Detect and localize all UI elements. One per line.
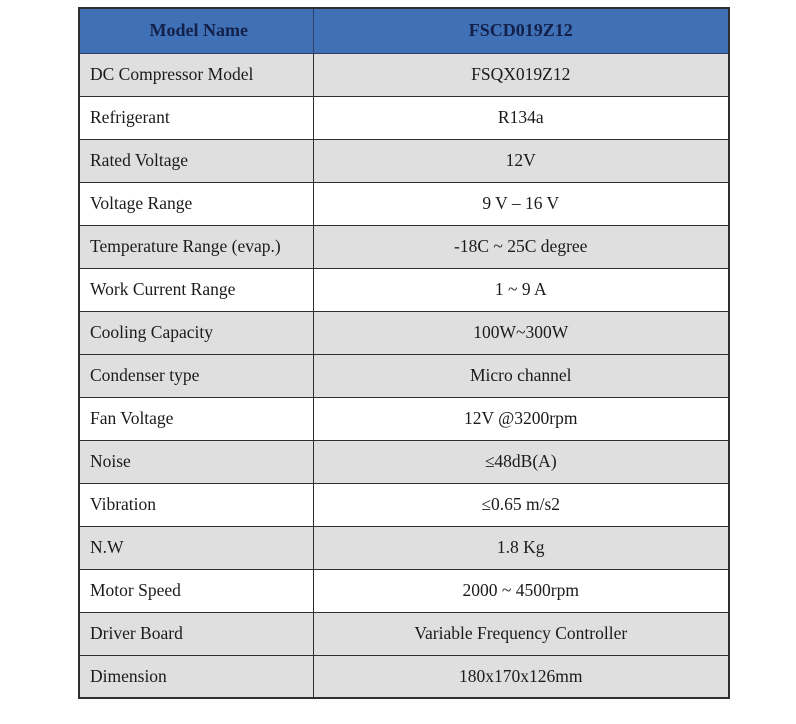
spec-value: 1.8 Kg [312,525,730,570]
spec-label: Fan Voltage [78,396,314,441]
spec-label: Work Current Range [78,267,314,312]
table-row: Condenser type Micro channel [78,353,730,398]
spec-label: Temperature Range (evap.) [78,224,314,269]
spec-value: -18C ~ 25C degree [312,224,730,269]
spec-value: 2000 ~ 4500rpm [312,568,730,613]
spec-label: Rated Voltage [78,138,314,183]
spec-value: 1 ~ 9 A [312,267,730,312]
spec-label: Cooling Capacity [78,310,314,355]
spec-value: Micro channel [312,353,730,398]
spec-label: Refrigerant [78,95,314,140]
table-row: DC Compressor Model FSQX019Z12 [78,52,730,97]
table-row: Voltage Range 9 V – 16 V [78,181,730,226]
spec-label: Dimension [78,654,314,699]
spec-label: N.W [78,525,314,570]
spec-value: ≤0.65 m/s2 [312,482,730,527]
table-header: Model Name FSCD019Z12 [78,7,730,54]
table-row: Driver Board Variable Frequency Controlle… [78,611,730,656]
table-row: Vibration ≤0.65 m/s2 [78,482,730,527]
spec-value: 9 V – 16 V [312,181,730,226]
table-row: Cooling Capacity 100W~300W [78,310,730,355]
column-header-model-name: Model Name [78,7,314,54]
spec-label: Vibration [78,482,314,527]
spec-label: Condenser type [78,353,314,398]
spec-value: ≤48dB(A) [312,439,730,484]
column-header-model-value: FSCD019Z12 [312,7,730,54]
table-row: Motor Speed 2000 ~ 4500rpm [78,568,730,613]
table-row: Work Current Range 1 ~ 9 A [78,267,730,312]
table-row: Noise ≤48dB(A) [78,439,730,484]
table-row: N.W 1.8 Kg [78,525,730,570]
spec-value: 12V [312,138,730,183]
spec-label: DC Compressor Model [78,52,314,97]
spec-label: Driver Board [78,611,314,656]
table-row: Refrigerant R134a [78,95,730,140]
spec-value: R134a [312,95,730,140]
spec-value: 100W~300W [312,310,730,355]
table-row: Temperature Range (evap.) -18C ~ 25C degr… [78,224,730,269]
table-row: Dimension 180x170x126mm [78,654,730,699]
spec-value: 180x170x126mm [312,654,730,699]
spec-label: Motor Speed [78,568,314,613]
spec-value: Variable Frequency Controller [312,611,730,656]
spec-label: Voltage Range [78,181,314,226]
table-header-row: Model Name FSCD019Z12 [78,7,730,54]
spec-label: Noise [78,439,314,484]
table-row: Fan Voltage 12V @3200rpm [78,396,730,441]
specification-table: Model Name FSCD019Z12 DC Compressor Mode… [78,7,730,699]
spec-value: FSQX019Z12 [312,52,730,97]
table-row: Rated Voltage 12V [78,138,730,183]
spec-value: 12V @3200rpm [312,396,730,441]
table-body: DC Compressor Model FSQX019Z12 Refrigerant… [78,52,730,699]
